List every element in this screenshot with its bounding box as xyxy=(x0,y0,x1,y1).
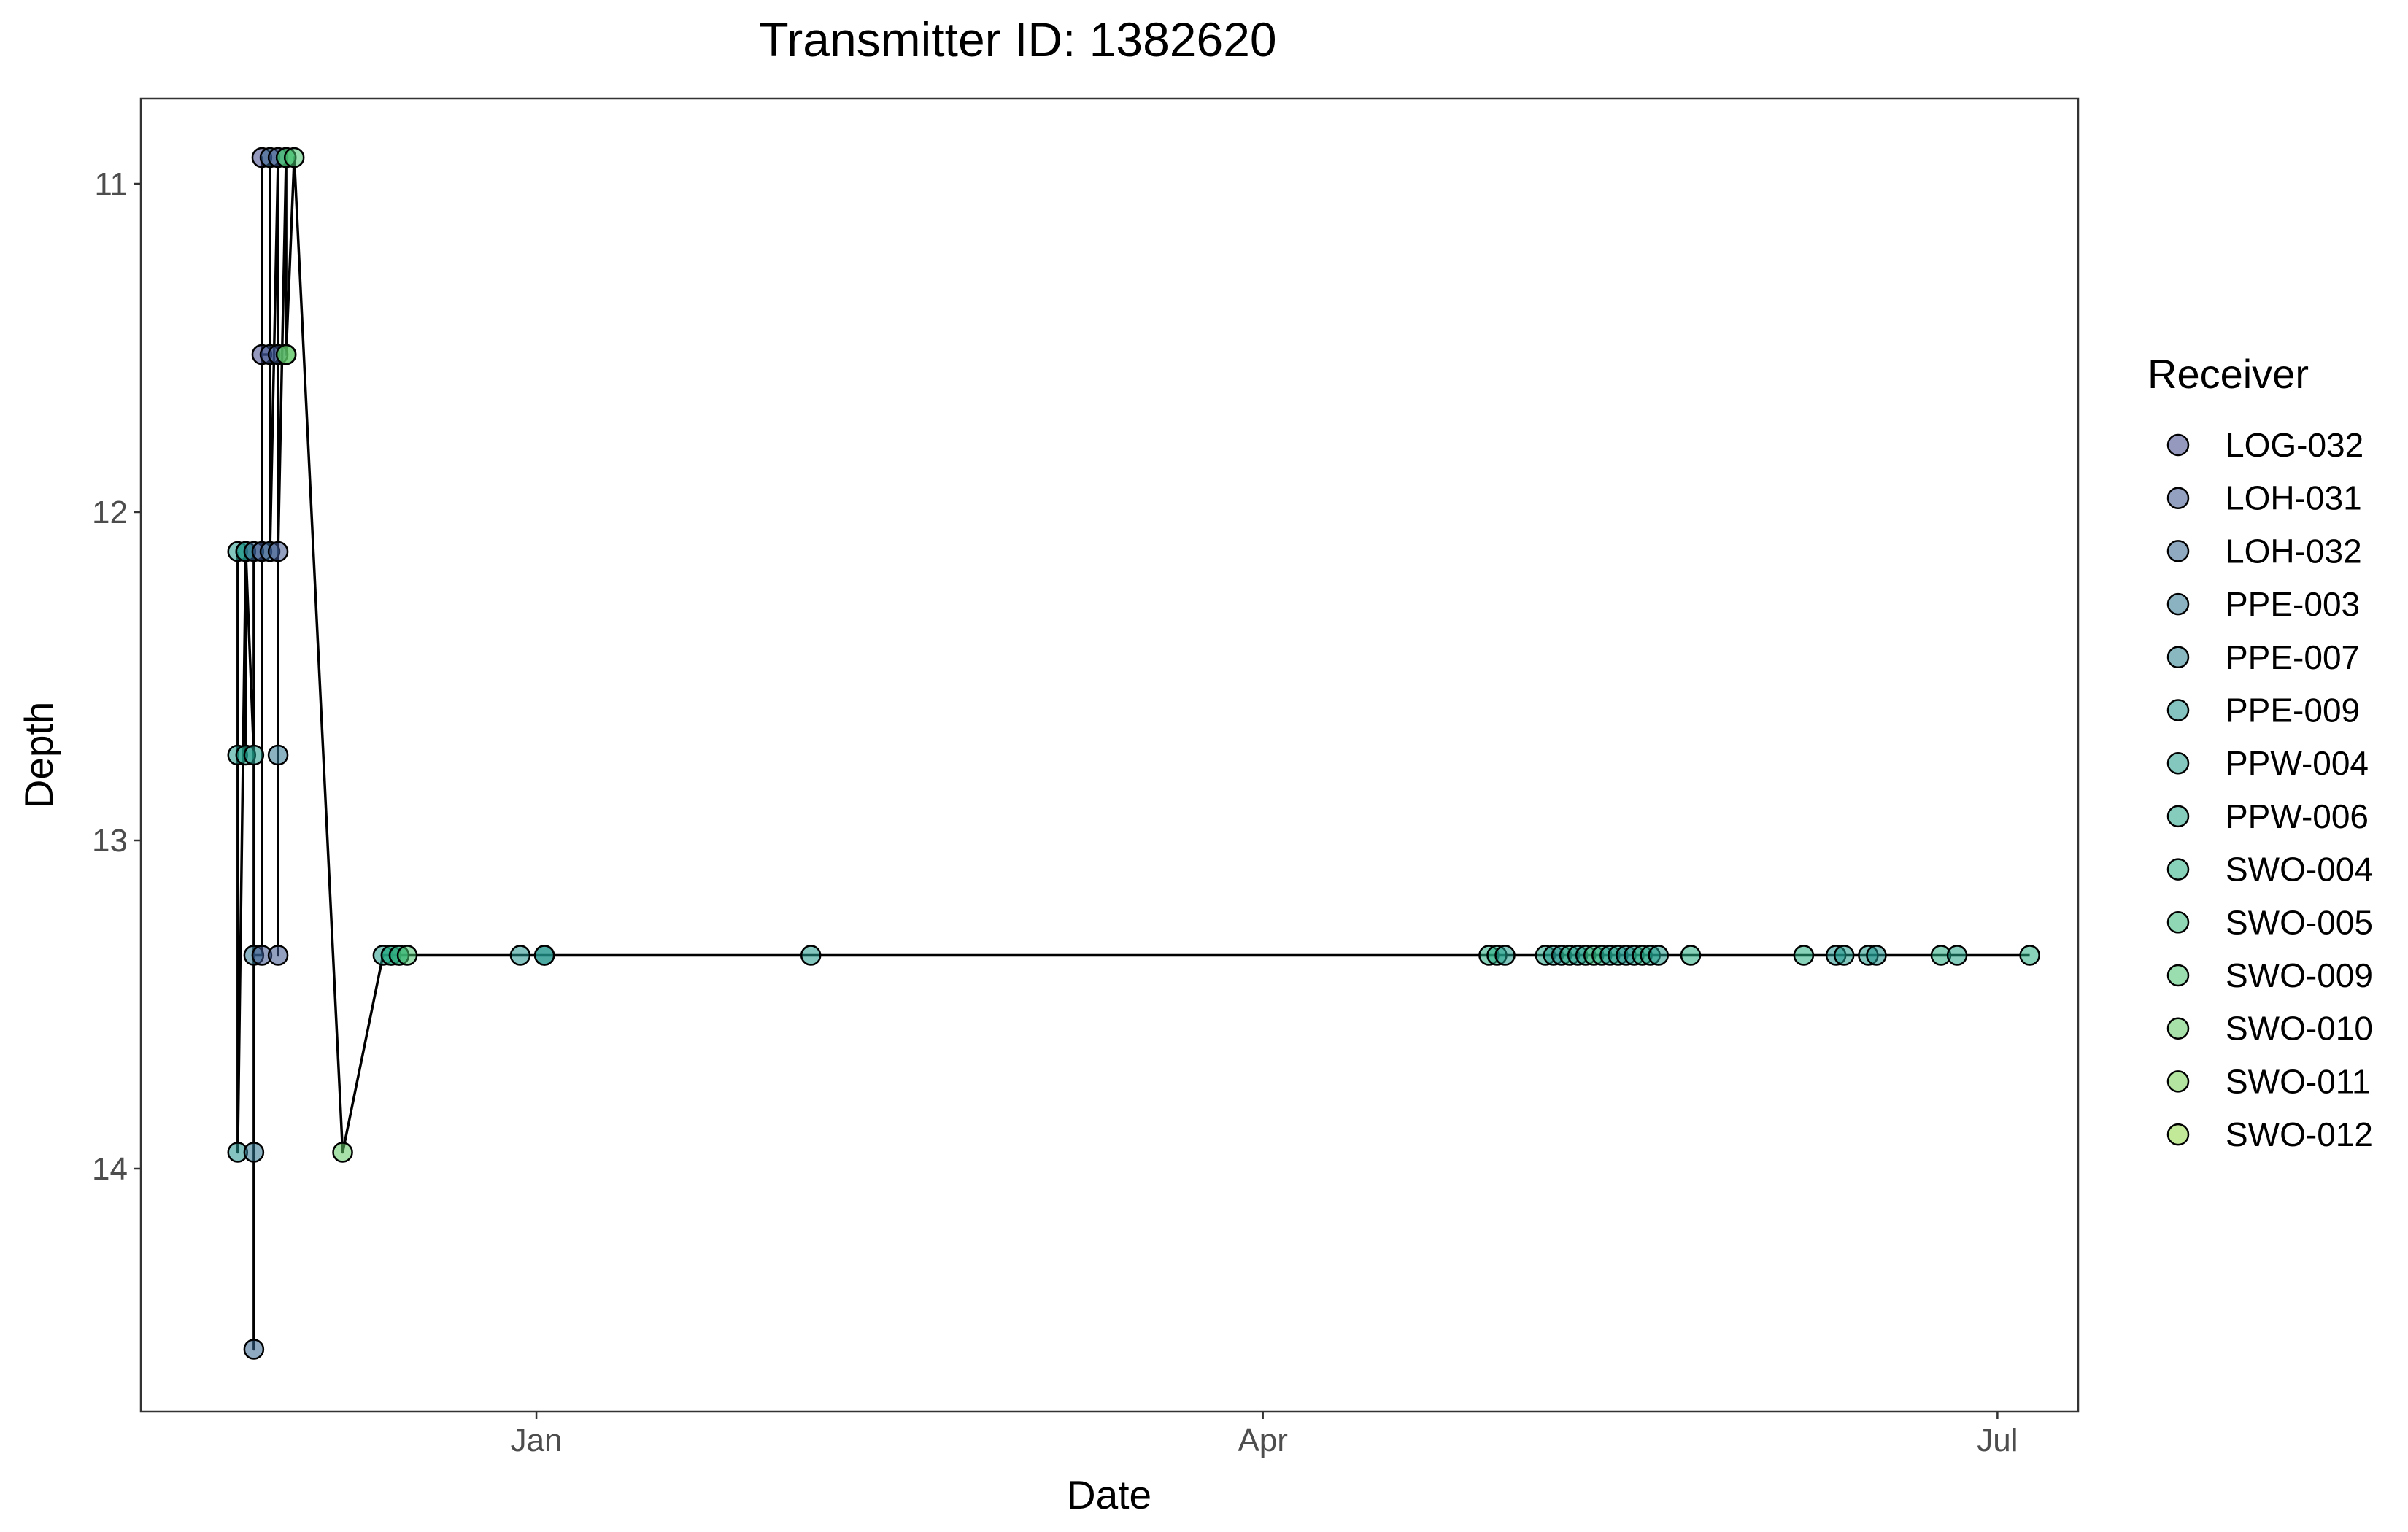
legend-key xyxy=(2166,964,2190,987)
data-point xyxy=(396,945,418,966)
chart-title: Transmitter ID: 1382620 xyxy=(759,12,1276,66)
legend-label: SWO-011 xyxy=(2226,1062,2371,1100)
data-point xyxy=(1866,945,1887,966)
data-point xyxy=(267,541,289,562)
x-tick-label: Apr xyxy=(1238,1423,1287,1458)
data-point xyxy=(1833,945,1855,966)
legend-label: PPE-003 xyxy=(2226,585,2360,623)
data-point xyxy=(1793,945,1815,966)
data-point xyxy=(275,344,297,365)
point-layer xyxy=(227,147,2040,1360)
legend-label: LOH-032 xyxy=(2226,532,2362,570)
legend-label: PPW-004 xyxy=(2226,744,2369,782)
data-point xyxy=(1680,945,1702,966)
legend-key xyxy=(2166,805,2190,828)
x-tick-label: Jan xyxy=(511,1423,563,1458)
x-tick-label: Jul xyxy=(1977,1423,2018,1458)
data-point xyxy=(1494,945,1516,966)
data-point xyxy=(1946,945,1968,966)
data-point xyxy=(533,945,555,966)
data-point xyxy=(267,945,289,966)
legend-label: PPE-009 xyxy=(2226,692,2360,730)
legend-label: PPE-007 xyxy=(2226,638,2360,676)
legend-label: SWO-010 xyxy=(2226,1010,2373,1048)
data-point xyxy=(800,945,822,966)
data-point xyxy=(243,1142,265,1163)
data-point xyxy=(1648,945,1669,966)
legend-label: SWO-004 xyxy=(2226,851,2373,889)
legend-key xyxy=(2166,1123,2190,1146)
legend-label: LOG-032 xyxy=(2226,426,2363,464)
data-point xyxy=(243,744,265,766)
legend-label: LOH-031 xyxy=(2226,479,2362,517)
legend-key xyxy=(2166,911,2190,934)
data-point xyxy=(332,1142,353,1163)
legend-key xyxy=(2166,1017,2190,1040)
legend-key xyxy=(2166,1070,2190,1093)
legend-key xyxy=(2166,858,2190,881)
legend-items: LOG-032 LOH-031 LOH-032 PPE-003 PPE-007 PPE-0… xyxy=(2166,426,2373,1153)
data-point xyxy=(509,945,531,966)
legend-key xyxy=(2166,646,2190,669)
data-point xyxy=(267,744,289,766)
legend-key xyxy=(2166,540,2190,562)
data-point xyxy=(243,1339,265,1360)
legend-title: Receiver xyxy=(2147,351,2309,397)
legend-key xyxy=(2166,751,2190,775)
legend-key xyxy=(2166,487,2190,509)
legend-label: SWO-009 xyxy=(2226,956,2373,994)
y-tick-label: 11 xyxy=(94,166,128,202)
legend-key xyxy=(2166,433,2190,457)
y-tick-label: 14 xyxy=(92,1151,128,1187)
y-tick-label: 13 xyxy=(92,823,128,859)
legend-key xyxy=(2166,699,2190,721)
x-axis-label: Date xyxy=(1067,1472,1151,1517)
y-axis-label: Depth xyxy=(16,702,61,809)
legend-label: PPW-006 xyxy=(2226,797,2369,835)
y-tick-label: 12 xyxy=(92,495,128,530)
legend: Receiver LOG-032 LOH-031 LOH-032 PPE-003 PPE… xyxy=(2147,351,2373,1153)
x-axis: Jan Apr Jul xyxy=(511,1412,2018,1458)
data-point xyxy=(283,147,305,169)
y-axis: 11 12 13 14 xyxy=(92,166,141,1187)
data-point xyxy=(2019,945,2040,966)
legend-key xyxy=(2166,592,2190,616)
legend-label: SWO-012 xyxy=(2226,1115,2373,1153)
plot-panel xyxy=(139,97,2080,1413)
legend-label: SWO-005 xyxy=(2226,903,2373,941)
